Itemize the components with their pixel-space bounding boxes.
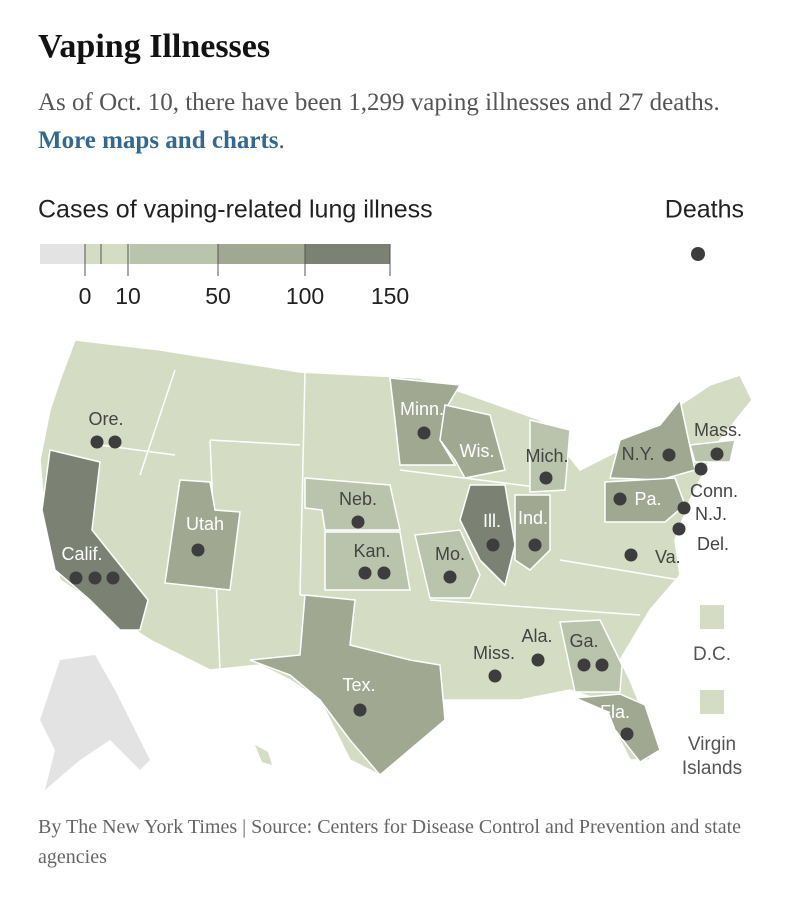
legend-tick-label: 150 — [371, 283, 409, 309]
state — [514, 494, 551, 571]
footer: By The New York Times | Source: Centers … — [38, 816, 741, 868]
subtitle-end: . — [278, 127, 285, 154]
territory-swatch — [700, 690, 724, 714]
legend-tick-label: 100 — [286, 283, 324, 309]
legend-title: Cases of vaping-related lung illness — [38, 196, 433, 224]
death-dot — [358, 566, 372, 580]
death-dot — [90, 435, 104, 449]
state-label: Pa. — [634, 489, 661, 509]
death-dot — [620, 727, 634, 741]
legend-tick-label: 10 — [115, 283, 141, 309]
death-dot — [672, 522, 686, 536]
state-label: Wis. — [460, 441, 495, 461]
state-label: Mich. — [525, 446, 568, 466]
death-dot — [577, 658, 591, 672]
death-dot — [624, 548, 638, 562]
state — [609, 398, 696, 481]
state-border — [139, 369, 176, 476]
death-dot — [486, 538, 500, 552]
legend-swatch — [85, 244, 130, 264]
state-border — [559, 559, 681, 581]
state-label: N.J. — [695, 504, 727, 524]
state-label: Fla. — [600, 702, 630, 722]
death-dot — [353, 703, 367, 717]
territory-label: D.C. — [693, 644, 731, 665]
state-label: Neb. — [339, 489, 377, 509]
state — [459, 484, 516, 587]
state-label: Tex. — [342, 675, 375, 695]
death-dot — [662, 448, 676, 462]
legend-swatch — [130, 244, 218, 264]
death-dot — [531, 653, 545, 667]
state-border — [209, 439, 301, 446]
state — [439, 404, 506, 479]
legend-tick-label: 50 — [205, 283, 231, 309]
more-link[interactable]: More maps and charts — [38, 127, 279, 154]
state-label: Del. — [697, 534, 729, 554]
state — [304, 477, 401, 531]
state — [414, 529, 481, 599]
state-label: Ind. — [518, 508, 548, 528]
legend-death-dot — [691, 247, 705, 261]
state-label: Ore. — [88, 409, 123, 429]
death-dot — [69, 571, 83, 585]
death-dot — [108, 435, 122, 449]
state — [249, 594, 446, 777]
death-dot — [417, 426, 431, 440]
legend-swatch — [305, 244, 390, 264]
state-label: Ga. — [569, 631, 598, 651]
legend-tick-label: 0 — [79, 283, 92, 309]
state — [164, 479, 241, 591]
legend-swatch — [218, 244, 305, 264]
legend-swatch — [40, 244, 85, 264]
death-dot — [677, 501, 691, 515]
death-dot — [488, 669, 502, 683]
state — [574, 693, 661, 763]
death-dot — [528, 538, 542, 552]
state-label: Va. — [655, 547, 681, 567]
state — [41, 449, 149, 631]
death-dot — [88, 571, 102, 585]
state-label: Utah — [186, 514, 224, 534]
state-label: Mass. — [694, 420, 742, 440]
state — [529, 419, 571, 493]
alaska — [40, 655, 150, 790]
state-label: Ala. — [521, 626, 552, 646]
state — [389, 377, 462, 466]
state — [604, 477, 686, 523]
death-dot — [595, 658, 609, 672]
state-label: Calif. — [61, 544, 102, 564]
death-dot — [106, 571, 120, 585]
state-label: Conn. — [690, 481, 738, 501]
map-chart: Cases of vaping-related lung illness Dea… — [38, 196, 753, 790]
death-dot — [539, 471, 553, 485]
hawaii — [255, 745, 272, 765]
state-border — [299, 371, 306, 596]
state-border — [429, 599, 641, 616]
death-dot — [443, 570, 457, 584]
death-dot — [377, 566, 391, 580]
state-label: Miss. — [473, 643, 515, 663]
death-dot — [613, 492, 627, 506]
subtitle: As of Oct. 10, there have been 1,299 vap… — [38, 84, 758, 160]
state-label: Mo. — [435, 544, 465, 564]
state-label: N.Y. — [622, 444, 655, 464]
territory-swatch — [700, 605, 724, 629]
death-dot — [694, 462, 708, 476]
deaths-title: Deaths — [665, 196, 744, 224]
territory-label: Virgin Islands — [681, 734, 743, 779]
death-dot — [191, 543, 205, 557]
state-label: Ill. — [483, 511, 501, 531]
death-dot — [351, 515, 365, 529]
title: Vaping Illnesses — [38, 28, 271, 65]
state — [559, 619, 623, 693]
state-label: Kan. — [353, 541, 390, 561]
death-dot — [710, 447, 724, 461]
subtitle-text: As of Oct. 10, there have been 1,299 vap… — [38, 89, 720, 116]
state-label: Minn. — [400, 399, 444, 419]
